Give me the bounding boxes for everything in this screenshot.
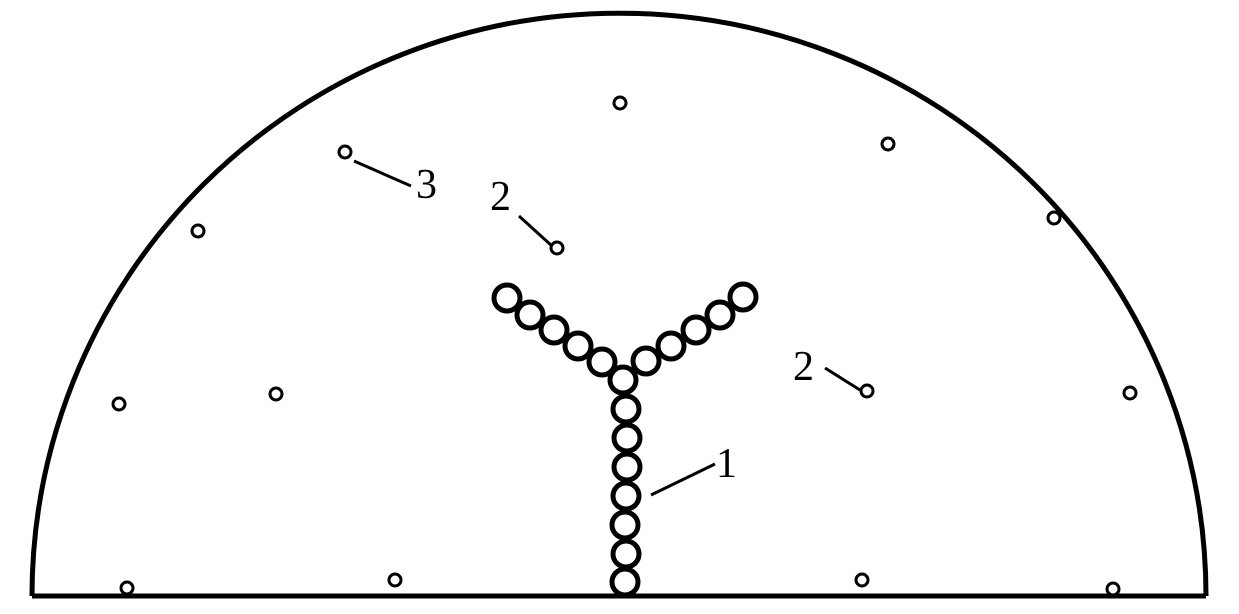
outer-node bbox=[339, 146, 351, 158]
y-node bbox=[614, 425, 640, 451]
y-node bbox=[707, 302, 733, 328]
y-node bbox=[613, 396, 639, 422]
label-1: 1 bbox=[716, 440, 737, 488]
y-node bbox=[565, 333, 591, 359]
y-node bbox=[589, 349, 615, 375]
inner-node bbox=[856, 574, 868, 586]
y-node bbox=[612, 569, 638, 595]
y-node bbox=[613, 483, 639, 509]
y-node bbox=[612, 512, 638, 538]
inner-node bbox=[861, 385, 873, 397]
label-2b: 2 bbox=[793, 343, 814, 391]
y-node bbox=[614, 454, 640, 480]
y-node bbox=[541, 317, 567, 343]
y-node bbox=[658, 333, 684, 359]
outer-node bbox=[1124, 387, 1136, 399]
leader-1 bbox=[651, 464, 715, 495]
outer-node bbox=[1048, 212, 1060, 224]
outer-node bbox=[121, 582, 133, 594]
y-node bbox=[730, 284, 756, 310]
y-node bbox=[633, 348, 659, 374]
leader-lines bbox=[354, 161, 860, 495]
outer-node bbox=[270, 388, 282, 400]
diagram-canvas bbox=[0, 0, 1239, 614]
leader-2b bbox=[825, 368, 860, 390]
outer-node bbox=[192, 225, 204, 237]
y-node bbox=[613, 541, 639, 567]
label-2a: 2 bbox=[490, 173, 511, 221]
label-3: 3 bbox=[416, 161, 437, 209]
outer-node bbox=[113, 398, 125, 410]
inner-node bbox=[551, 242, 563, 254]
outer-node bbox=[1107, 583, 1119, 595]
outer-node bbox=[882, 138, 894, 150]
y-node bbox=[683, 317, 709, 343]
y-node bbox=[517, 302, 543, 328]
leader-2a bbox=[519, 216, 552, 246]
inner-node bbox=[389, 574, 401, 586]
y-node bbox=[494, 285, 520, 311]
leader-3 bbox=[354, 161, 411, 186]
outer-node bbox=[614, 97, 626, 109]
